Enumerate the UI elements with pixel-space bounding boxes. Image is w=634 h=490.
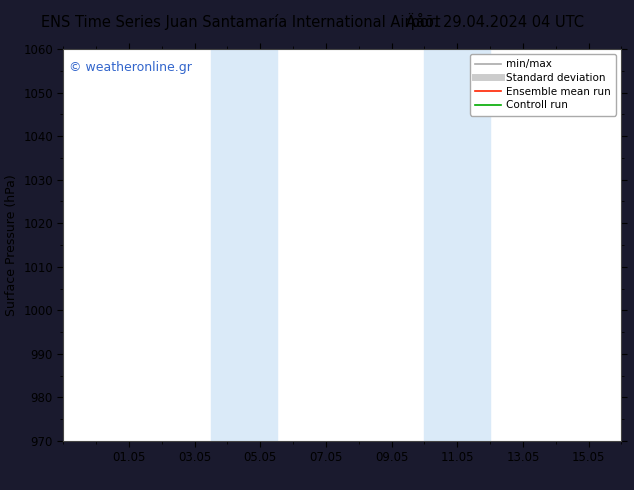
Text: © weatheronline.gr: © weatheronline.gr	[69, 61, 192, 74]
Text: ENS Time Series Juan Santamaría International Airport: ENS Time Series Juan Santamaría Internat…	[41, 14, 441, 30]
Text: Äåõ. 29.04.2024 04 UTC: Äåõ. 29.04.2024 04 UTC	[406, 15, 583, 29]
Bar	[211, 49, 276, 441]
Bar	[424, 49, 490, 441]
Legend: min/max, Standard deviation, Ensemble mean run, Controll run: min/max, Standard deviation, Ensemble me…	[470, 54, 616, 116]
Y-axis label: Surface Pressure (hPa): Surface Pressure (hPa)	[4, 174, 18, 316]
